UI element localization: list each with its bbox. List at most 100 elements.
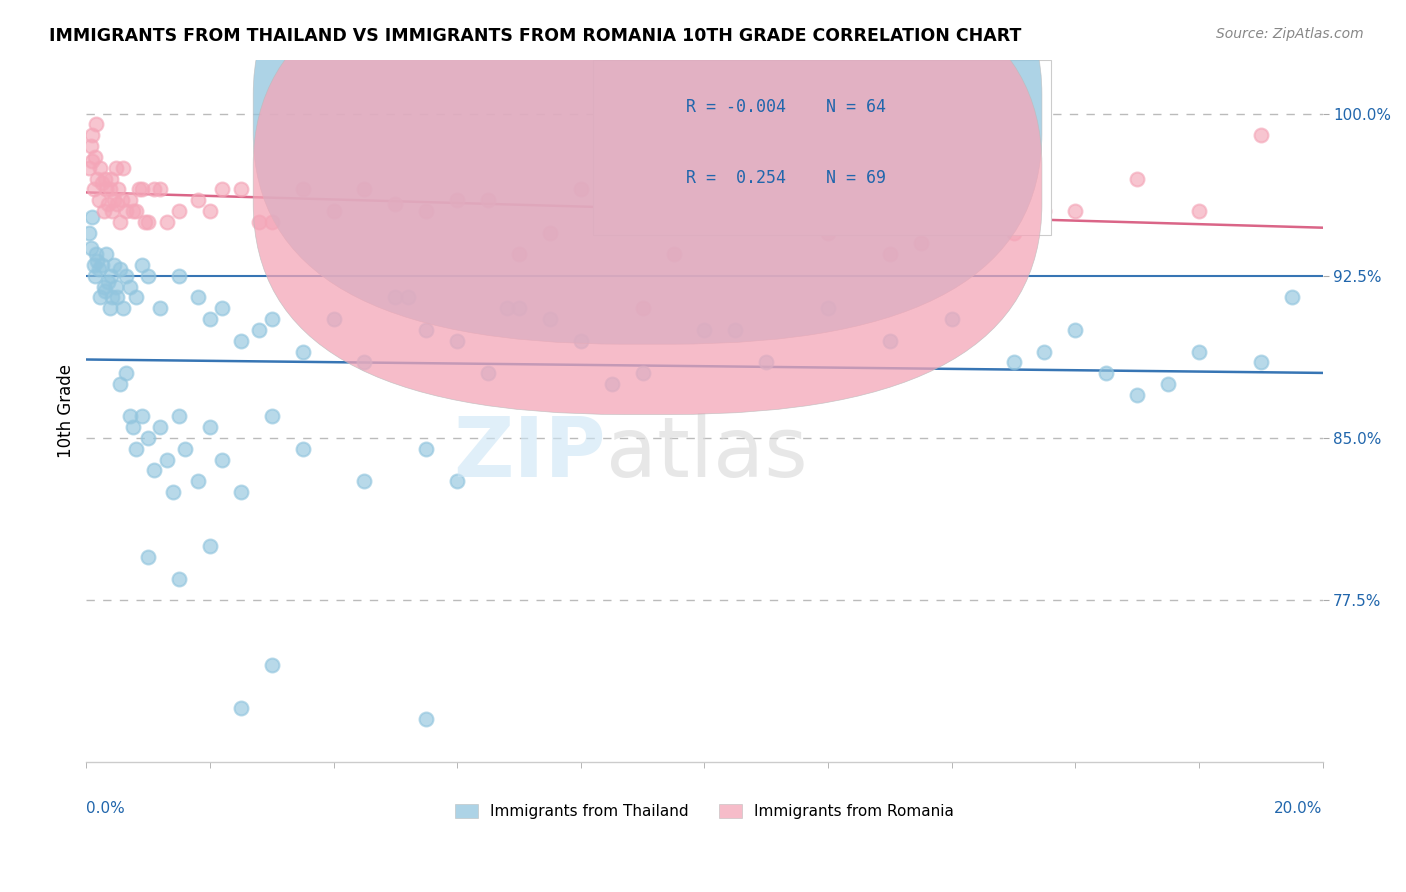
Point bbox=[229, 485, 252, 500]
Point bbox=[94, 182, 117, 196]
Point bbox=[1033, 204, 1056, 219]
Text: atlas: atlas bbox=[606, 413, 807, 493]
Point bbox=[94, 247, 117, 261]
Point bbox=[508, 301, 530, 316]
Point bbox=[817, 226, 839, 240]
Point bbox=[84, 268, 107, 283]
Point bbox=[396, 291, 419, 305]
Point bbox=[167, 204, 190, 219]
Point bbox=[110, 376, 132, 391]
Point bbox=[162, 485, 184, 500]
Point bbox=[90, 258, 112, 272]
Point bbox=[508, 247, 530, 261]
Point bbox=[211, 452, 233, 467]
Point bbox=[136, 268, 159, 283]
Y-axis label: 10th Grade: 10th Grade bbox=[58, 364, 75, 458]
Point bbox=[93, 279, 115, 293]
Point bbox=[79, 139, 101, 153]
Point bbox=[786, 204, 808, 219]
Point bbox=[82, 154, 104, 169]
Text: IMMIGRANTS FROM THAILAND VS IMMIGRANTS FROM ROMANIA 10TH GRADE CORRELATION CHART: IMMIGRANTS FROM THAILAND VS IMMIGRANTS F… bbox=[49, 27, 1022, 45]
Point bbox=[94, 284, 117, 298]
Point bbox=[107, 182, 129, 196]
Point bbox=[131, 182, 153, 196]
Point bbox=[229, 701, 252, 715]
Point bbox=[569, 334, 592, 348]
Point bbox=[101, 291, 124, 305]
Point bbox=[80, 241, 103, 255]
Point bbox=[118, 193, 141, 207]
Point bbox=[115, 268, 138, 283]
Point bbox=[98, 301, 121, 316]
FancyBboxPatch shape bbox=[593, 60, 1050, 235]
Point bbox=[260, 658, 283, 673]
Point bbox=[112, 301, 135, 316]
Point bbox=[941, 204, 963, 219]
Point bbox=[941, 312, 963, 326]
Point bbox=[198, 312, 221, 326]
Point bbox=[353, 475, 375, 489]
Point bbox=[229, 334, 252, 348]
Point bbox=[384, 197, 406, 211]
Point bbox=[291, 344, 314, 359]
Point bbox=[1188, 204, 1211, 219]
Point bbox=[110, 262, 132, 277]
Point bbox=[167, 268, 190, 283]
Point bbox=[755, 193, 778, 207]
Point bbox=[260, 409, 283, 424]
Point bbox=[156, 452, 179, 467]
Point bbox=[353, 355, 375, 369]
Point bbox=[100, 268, 122, 283]
Point bbox=[724, 323, 747, 337]
Point bbox=[631, 366, 654, 380]
Text: 0.0%: 0.0% bbox=[86, 801, 125, 816]
Point bbox=[97, 276, 120, 290]
Point bbox=[1281, 291, 1303, 305]
Point bbox=[415, 442, 437, 456]
Point bbox=[83, 182, 105, 196]
Point bbox=[260, 312, 283, 326]
Point bbox=[149, 182, 172, 196]
Point bbox=[79, 161, 101, 175]
Point bbox=[291, 182, 314, 196]
Text: ZIP: ZIP bbox=[453, 413, 606, 493]
Point bbox=[353, 182, 375, 196]
Point bbox=[817, 301, 839, 316]
Point bbox=[112, 161, 135, 175]
Point bbox=[198, 539, 221, 553]
Point bbox=[600, 193, 623, 207]
Point bbox=[910, 236, 932, 251]
Point bbox=[198, 204, 221, 219]
Point bbox=[118, 279, 141, 293]
Point bbox=[1033, 344, 1056, 359]
Point bbox=[105, 197, 128, 211]
Point bbox=[134, 215, 156, 229]
Point bbox=[1126, 171, 1149, 186]
Point bbox=[103, 258, 125, 272]
Point bbox=[1002, 355, 1025, 369]
Point bbox=[446, 334, 468, 348]
Point bbox=[84, 150, 107, 164]
FancyBboxPatch shape bbox=[253, 0, 1042, 344]
Point bbox=[291, 442, 314, 456]
Point bbox=[1157, 376, 1180, 391]
Point bbox=[131, 409, 153, 424]
Point bbox=[446, 475, 468, 489]
Point bbox=[143, 463, 166, 477]
Point bbox=[115, 366, 138, 380]
Point bbox=[322, 312, 344, 326]
Point bbox=[103, 193, 125, 207]
Legend: Immigrants from Thailand, Immigrants from Romania: Immigrants from Thailand, Immigrants fro… bbox=[449, 797, 960, 825]
Text: R =  0.254    N = 69: R = 0.254 N = 69 bbox=[686, 169, 886, 186]
Point bbox=[149, 301, 172, 316]
Point bbox=[125, 204, 148, 219]
Point bbox=[1250, 128, 1272, 143]
Point bbox=[110, 215, 132, 229]
Point bbox=[104, 279, 127, 293]
Point bbox=[477, 366, 499, 380]
Point bbox=[477, 193, 499, 207]
Point bbox=[84, 118, 107, 132]
Point bbox=[83, 258, 105, 272]
Point bbox=[79, 226, 101, 240]
Point bbox=[187, 193, 209, 207]
